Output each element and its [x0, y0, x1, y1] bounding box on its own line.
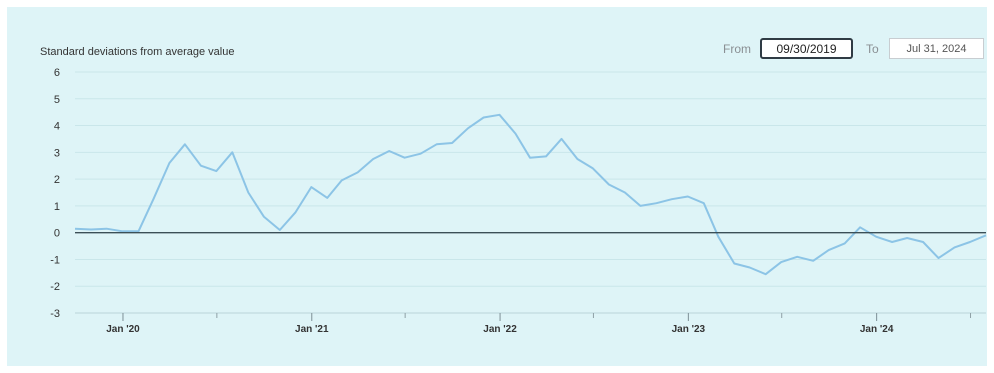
to-label: To: [866, 42, 879, 56]
chart-panel: [7, 7, 987, 366]
y-tick-label: 3: [54, 147, 60, 159]
from-label: From: [723, 42, 751, 56]
y-tick-label: 6: [54, 67, 60, 79]
series-layer: [74, 113, 987, 276]
series-line: [74, 113, 987, 276]
x-tick-label: Jan '20: [106, 324, 140, 335]
x-tick-label: Jan '23: [672, 324, 706, 335]
to-date-input[interactable]: [889, 38, 984, 59]
y-tick-label: 2: [54, 174, 60, 186]
y-axis-label: Standard deviations from average value: [40, 46, 235, 58]
x-tick-label: Jan '24: [860, 324, 894, 335]
y-tick-label: 1: [54, 201, 60, 213]
grid-lines: [75, 71, 986, 314]
y-tick-label: 4: [54, 121, 60, 133]
x-tick-label: Jan '22: [483, 324, 517, 335]
y-tick-label: -1: [50, 254, 60, 266]
axes: 6 5 4 3 2 1 0 -1 -2 -3 Jan '20 Jan '21 Jan '22 Jan '2…: [50, 67, 986, 335]
y-tick-label: -3: [50, 308, 60, 320]
y-tick-label: 5: [54, 94, 60, 106]
from-date-input[interactable]: [760, 38, 853, 59]
y-tick-label: -2: [50, 281, 60, 293]
x-tick-label: Jan '21: [295, 324, 329, 335]
y-tick-label: 0: [54, 228, 60, 240]
